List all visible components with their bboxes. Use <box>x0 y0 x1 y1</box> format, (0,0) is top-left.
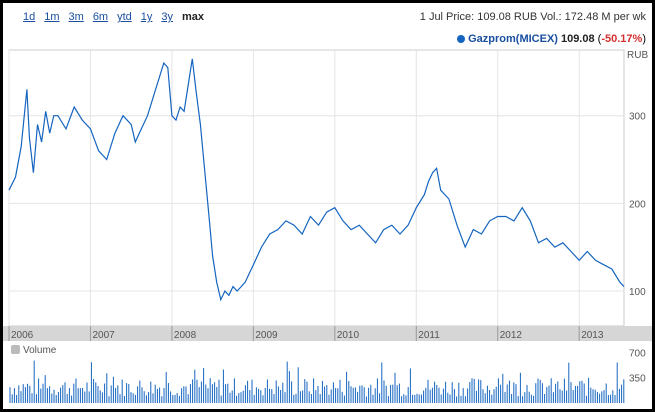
plot-area <box>8 49 625 327</box>
x-tick-label: 2012 <box>500 330 523 341</box>
x-tick-label: 2013 <box>581 330 604 341</box>
price-chart[interactable]: 100 200 300 RUB 2006 2007 2008 2009 2010 2011 2012… <box>3 3 652 409</box>
time-axis-band <box>3 326 652 341</box>
legend-series-name[interactable]: Gazprom(MICEX) <box>468 33 558 45</box>
range-selector: 1d 1m 3m 6m ytd 1y 3y max <box>23 11 213 23</box>
range-ytd-button[interactable]: ytd <box>117 11 132 23</box>
x-tick-label: 2008 <box>174 330 197 341</box>
y-axis-unit-label: RUB <box>627 50 648 61</box>
y-tick-label: 100 <box>629 287 646 298</box>
volume-toggle-icon[interactable] <box>11 345 20 354</box>
volume-tick-label: 350 <box>629 374 646 385</box>
x-tick-label: 2011 <box>418 330 440 341</box>
legend-change: -50.17% <box>601 33 643 45</box>
series-dot-icon <box>457 35 466 43</box>
x-tick-label: 2010 <box>337 330 360 341</box>
range-1m-button[interactable]: 1m <box>44 11 60 23</box>
y-tick-label: 200 <box>629 199 646 210</box>
range-3y-button[interactable]: 3y <box>161 11 174 23</box>
legend-value: 109.08 <box>560 33 595 45</box>
y-tick-label: 300 <box>629 112 646 123</box>
volume-label: Volume <box>23 345 57 356</box>
volume-tick-label: 700 <box>629 348 646 359</box>
legend[interactable]: Gazprom(MICEX) 109.08 (-50.17%) <box>457 33 646 45</box>
x-tick-label: 2006 <box>11 330 34 341</box>
toolbar: 1d 1m 3m 6m ytd 1y 3y max 1 Jul Price: 109.08 R… <box>3 3 652 29</box>
volume-bars <box>9 360 625 403</box>
x-tick-label: 2009 <box>255 330 278 341</box>
legend-change-close: ) <box>642 33 646 45</box>
legend-change-open: ( <box>597 33 602 45</box>
range-1y-button[interactable]: 1y <box>140 11 153 23</box>
range-1d-button[interactable]: 1d <box>23 11 36 23</box>
quote-summary: 1 Jul Price: 109.08 RUB Vol.: 172.48 M p… <box>419 11 646 23</box>
price-series-line[interactable] <box>8 58 625 302</box>
range-6m-button[interactable]: 6m <box>92 11 109 23</box>
range-max-button[interactable]: max <box>182 11 205 23</box>
range-3m-button[interactable]: 3m <box>68 11 84 23</box>
x-tick-label: 2007 <box>92 330 115 341</box>
chart-frame: 1d 1m 3m 6m ytd 1y 3y max 1 Jul Price: 109.08 R… <box>3 3 652 409</box>
